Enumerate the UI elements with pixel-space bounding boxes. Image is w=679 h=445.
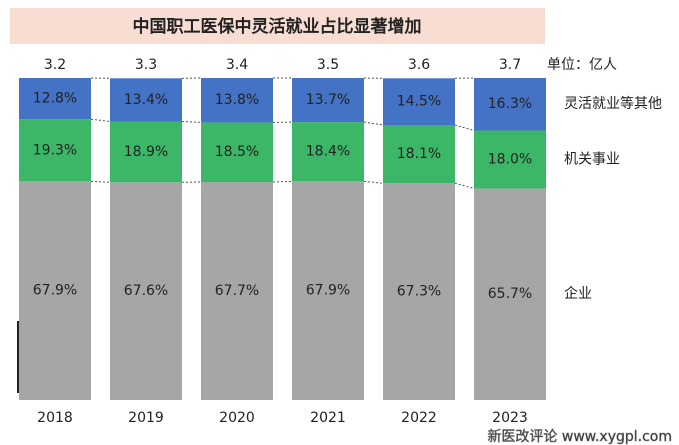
- chart-title: 中国职工医保中灵活就业占比显著增加: [133, 16, 422, 37]
- value-label: 18.4%: [306, 144, 350, 160]
- title-banner: [10, 8, 545, 44]
- total-label: 3.3: [135, 57, 157, 73]
- x-tick-label: 2022: [401, 410, 437, 426]
- bar-segment: [474, 130, 546, 189]
- unit-label: 单位：亿人: [547, 57, 617, 73]
- value-label: 13.4%: [124, 92, 168, 108]
- x-tick-label: 2020: [219, 410, 255, 426]
- value-label: 67.7%: [215, 283, 259, 299]
- bar-segment: [292, 181, 364, 400]
- connector: [90, 118, 111, 122]
- x-tick-label: 2021: [310, 410, 346, 426]
- value-label: 67.9%: [306, 283, 350, 299]
- value-label: 13.8%: [215, 92, 259, 108]
- bar-segment: [292, 78, 364, 123]
- total-label: 3.4: [226, 57, 248, 73]
- bar-segment: [292, 122, 364, 182]
- legend-label: 机关事业: [564, 151, 620, 167]
- bar-segment: [19, 181, 91, 400]
- total-label: 3.6: [408, 57, 430, 73]
- total-label: 3.7: [499, 57, 521, 73]
- connector: [90, 180, 111, 183]
- bar-segment: [383, 183, 455, 400]
- bar-segment: [201, 122, 273, 183]
- total-label: 3.5: [317, 57, 339, 73]
- value-label: 14.5%: [397, 94, 441, 110]
- bar-segment: [201, 182, 273, 400]
- value-label: 13.7%: [306, 92, 350, 108]
- watermark: 新医改评论 www.xygpl.com: [487, 429, 672, 445]
- bar-segment: [19, 119, 91, 182]
- bar-segment: [110, 78, 182, 122]
- value-label: 67.9%: [33, 283, 77, 299]
- bar-segment: [474, 188, 546, 400]
- value-label: 65.7%: [488, 286, 532, 302]
- bar-segment: [110, 121, 182, 183]
- x-tick-label: 2018: [37, 410, 73, 426]
- value-label: 12.8%: [33, 91, 77, 107]
- value-label: 18.5%: [215, 144, 259, 160]
- legend-label: 灵活就业等其他: [564, 95, 662, 112]
- connector: [363, 121, 384, 126]
- value-label: 18.0%: [488, 151, 532, 167]
- connector: [454, 124, 475, 131]
- total-label: 3.2: [44, 57, 66, 73]
- bar-segment: [201, 78, 273, 123]
- x-tick-label: 2019: [128, 410, 164, 426]
- value-label: 18.1%: [397, 146, 441, 162]
- value-label: 16.3%: [488, 96, 532, 112]
- bar-segment: [383, 78, 455, 126]
- value-label: 67.6%: [124, 283, 168, 299]
- value-label: 18.9%: [124, 144, 168, 160]
- connector: [181, 120, 202, 123]
- legend-label: 企业: [564, 285, 592, 302]
- connector: [454, 182, 475, 189]
- value-label: 19.3%: [33, 142, 77, 158]
- connector: [363, 180, 384, 184]
- connector: [272, 180, 293, 183]
- bar-segment: [383, 125, 455, 184]
- bar-segment: [474, 78, 546, 131]
- bar-segment: [110, 182, 182, 400]
- value-label: 67.3%: [397, 284, 441, 300]
- bar-segment: [19, 78, 91, 120]
- x-tick-label: 2023: [492, 410, 528, 426]
